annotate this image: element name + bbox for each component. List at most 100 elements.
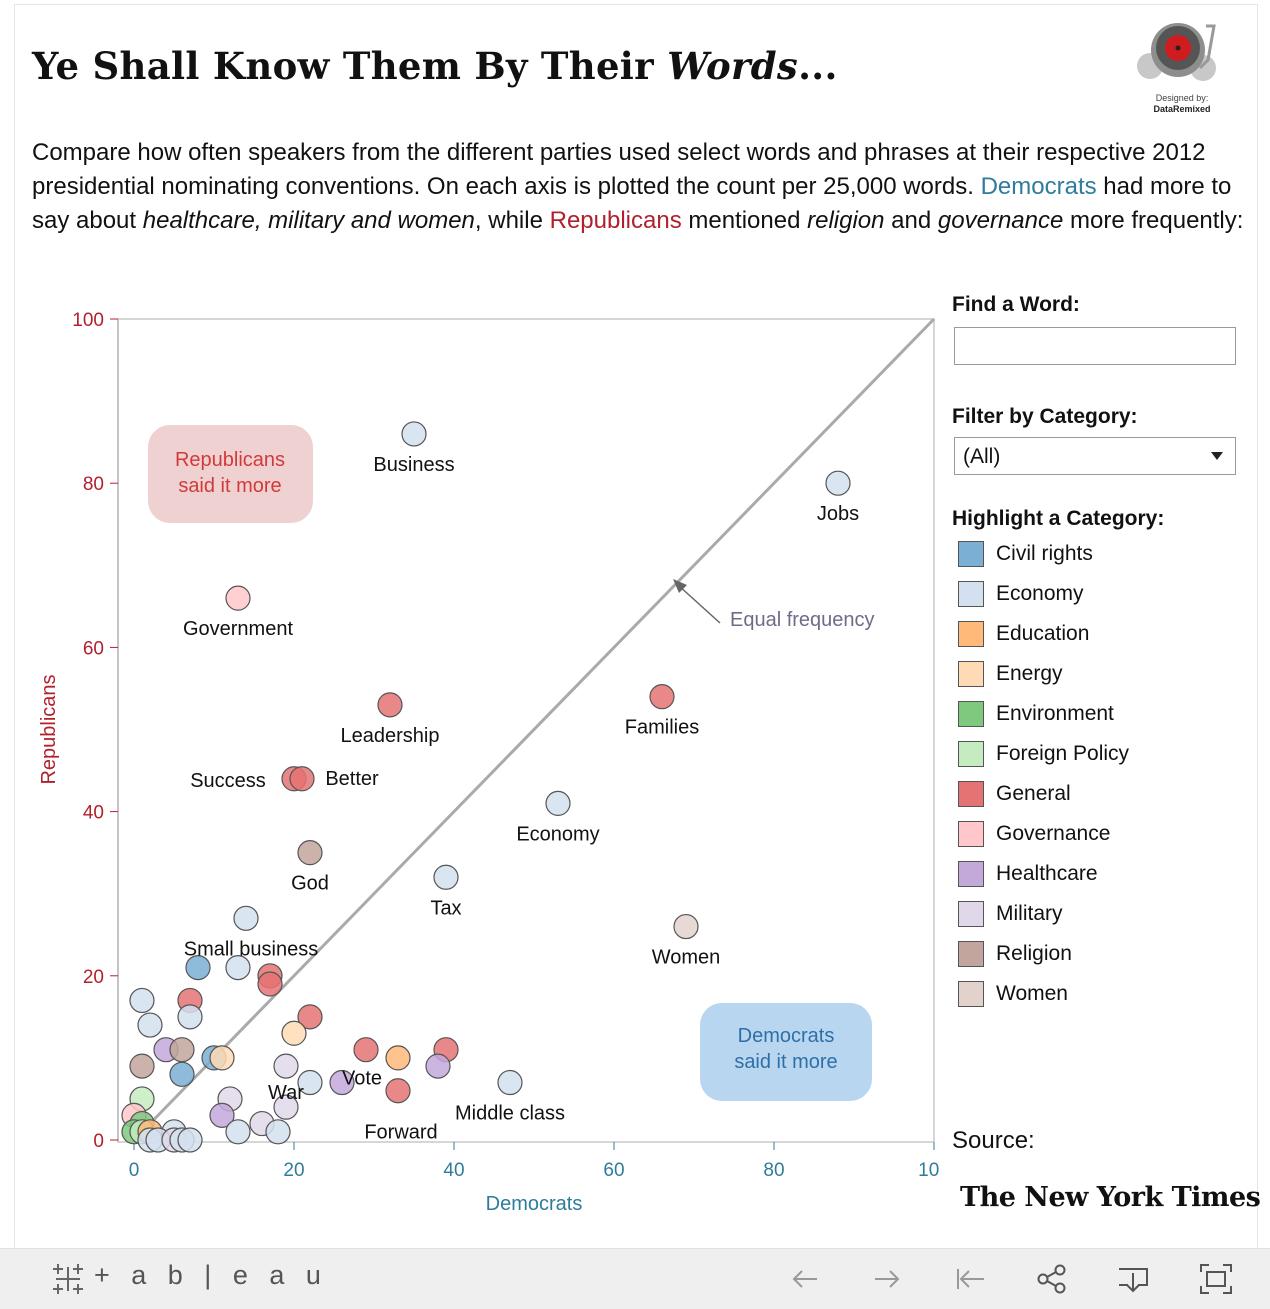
point-label: War [268, 1082, 304, 1104]
equal-frequency-label: Equal frequency [730, 609, 875, 631]
filter-category-select[interactable]: (All) [954, 437, 1236, 475]
legend-swatch [958, 581, 984, 607]
svg-text:Designed by:: Designed by: [1156, 93, 1209, 103]
data-point[interactable] [137, 1012, 163, 1038]
data-point[interactable] [297, 840, 323, 866]
scatter-chart: Republicans said it more Democrats said it … [38, 310, 940, 1215]
rep-said-more-text: Republicans [175, 449, 285, 471]
data-point[interactable] [385, 1078, 411, 1104]
point-label: Small business [184, 938, 319, 960]
revert-icon[interactable] [952, 1261, 988, 1297]
data-point[interactable] [185, 954, 211, 981]
data-point[interactable] [673, 913, 699, 940]
data-point[interactable] [129, 987, 155, 1014]
download-icon[interactable] [1115, 1261, 1151, 1297]
data-point[interactable] [257, 971, 283, 997]
dataremixed-logo[interactable]: Designed by: DataRemixed [1128, 18, 1228, 118]
data-point[interactable] [545, 790, 571, 816]
point-label: Vote [342, 1068, 382, 1090]
point-label: God [291, 873, 329, 895]
description: Compare how often speakers from the diff… [32, 139, 1244, 234]
find-word-input[interactable] [954, 327, 1236, 365]
point-label: Forward [364, 1122, 437, 1144]
legend-label: Military [996, 902, 1063, 925]
source-label: Source: [952, 1127, 1035, 1154]
legend-label: Energy [996, 662, 1063, 685]
data-point[interactable] [401, 421, 427, 447]
data-point[interactable] [225, 585, 251, 611]
data-point[interactable] [273, 1053, 299, 1079]
data-point[interactable] [385, 1045, 411, 1071]
share-icon[interactable] [1034, 1261, 1070, 1297]
legend-label: General [996, 782, 1071, 805]
data-point[interactable] [177, 1004, 203, 1030]
legend-swatch [958, 821, 984, 847]
data-point[interactable] [273, 1094, 299, 1120]
point-label: Success [190, 770, 266, 792]
x-tick-label: 80 [763, 1160, 784, 1181]
legend-label: Religion [996, 942, 1072, 965]
rep-said-more-text: said it more [178, 475, 281, 497]
point-label: Better [325, 768, 379, 790]
dropdown-arrow-icon [1211, 452, 1223, 460]
legend-label: Environment [996, 702, 1114, 725]
data-point[interactable] [177, 1127, 203, 1153]
tableau-toolbar: + a b | e a u [0, 1248, 1270, 1309]
data-point[interactable] [377, 692, 403, 718]
y-tick-label: 100 [72, 310, 104, 331]
dashboard-frame [14, 4, 1258, 1250]
data-point[interactable] [265, 1119, 291, 1145]
data-point[interactable] [209, 1045, 235, 1071]
democrats-label: Democrats [980, 173, 1097, 200]
data-point[interactable] [825, 470, 851, 496]
data-point[interactable] [169, 1037, 195, 1063]
legend-label: Healthcare [996, 862, 1098, 885]
sidebar: Find a Word: Filter by Category: (All) H… [952, 293, 1252, 1007]
point-label: Families [625, 717, 699, 739]
data-point[interactable] [169, 1061, 195, 1087]
data-point[interactable] [281, 1020, 307, 1046]
highlight-category-label: Highlight a Category: [952, 507, 1165, 530]
rep-said-more-box [148, 425, 313, 523]
find-word-label: Find a Word: [952, 293, 1080, 316]
legend-label: Economy [996, 582, 1084, 605]
legend-swatch [958, 621, 984, 647]
data-point[interactable] [297, 1004, 323, 1030]
data-point[interactable] [425, 1053, 451, 1079]
y-axis-label: Republicans [38, 674, 60, 784]
legend-label: Governance [996, 822, 1111, 845]
data-point[interactable] [233, 905, 259, 931]
legend-swatch [958, 701, 984, 727]
data-point[interactable] [209, 1102, 235, 1128]
y-tick-label: 20 [83, 967, 104, 988]
x-tick-label: 0 [129, 1160, 140, 1181]
svg-text:DataRemixed: DataRemixed [1153, 104, 1210, 114]
data-point[interactable] [225, 1119, 251, 1145]
point-label: Jobs [817, 503, 859, 525]
redo-icon[interactable] [869, 1261, 905, 1297]
y-tick-label: 80 [83, 474, 104, 495]
x-tick-label: 40 [443, 1160, 464, 1181]
data-point[interactable] [433, 864, 459, 890]
legend-swatch [958, 741, 984, 767]
point-label: Business [373, 454, 454, 476]
data-point[interactable] [129, 1053, 155, 1079]
data-point[interactable] [329, 1069, 355, 1096]
arrow-head-icon [673, 579, 687, 593]
point-label: Tax [430, 897, 461, 919]
data-point[interactable] [297, 1069, 323, 1096]
filter-category-value: (All) [963, 445, 1001, 468]
equal-frequency-line [132, 317, 936, 1142]
point-label: Middle class [455, 1103, 565, 1125]
y-tick-label: 60 [83, 638, 104, 659]
dem-said-more-box [700, 1003, 872, 1101]
data-point[interactable] [649, 684, 675, 710]
filter-category-label: Filter by Category: [952, 405, 1138, 428]
data-point[interactable] [353, 1037, 379, 1063]
undo-icon[interactable] [787, 1261, 823, 1297]
data-point[interactable] [225, 954, 251, 981]
fullscreen-icon[interactable] [1198, 1261, 1234, 1297]
data-point[interactable] [289, 766, 315, 792]
legend-label: Foreign Policy [996, 742, 1130, 765]
data-point[interactable] [497, 1069, 523, 1096]
